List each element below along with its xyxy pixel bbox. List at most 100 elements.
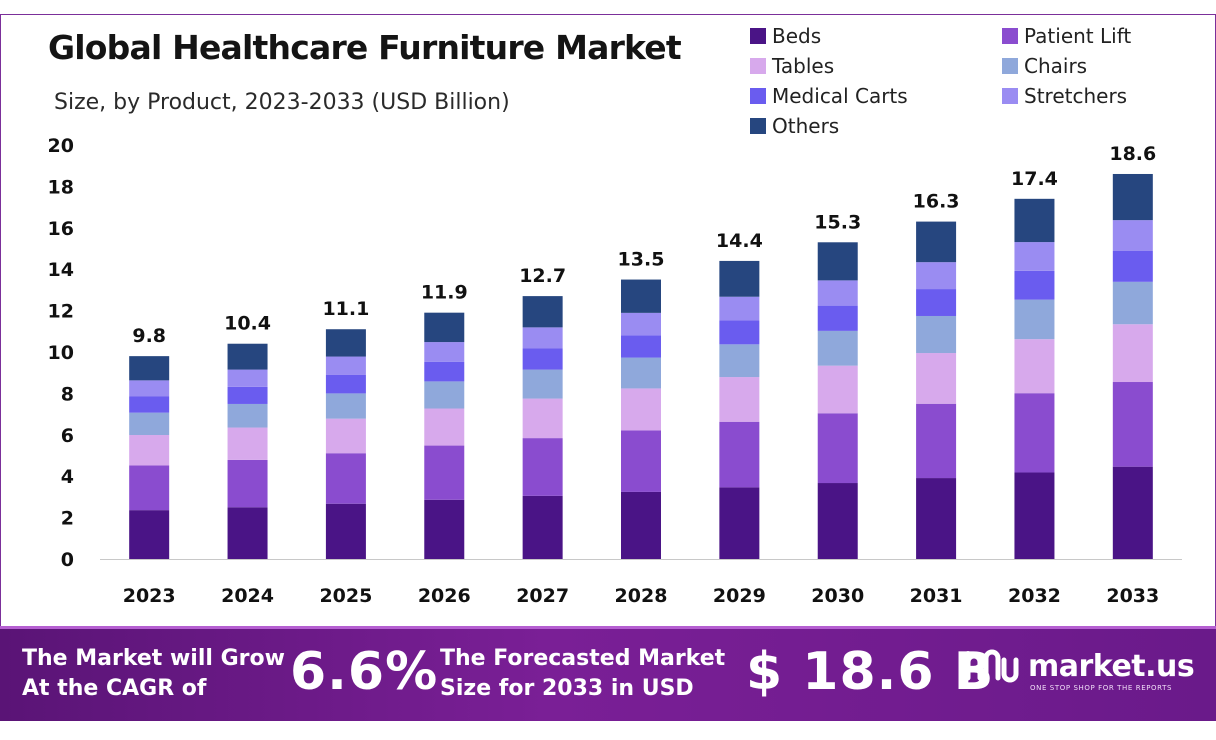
legend-item-stretchers: Stretchers xyxy=(1002,84,1127,108)
x-tick-label: 2027 xyxy=(516,585,569,607)
bar-total-label: 12.7 xyxy=(519,265,566,287)
cagr-caption: The Market will Grow At the CAGR of xyxy=(22,644,285,704)
chart-frame xyxy=(0,14,1216,626)
y-tick-label: 0 xyxy=(61,549,74,571)
legend-label: Beds xyxy=(772,24,822,48)
x-tick-label: 2025 xyxy=(319,585,372,607)
legend-item-others: Others xyxy=(750,114,839,138)
legend-label: Others xyxy=(772,114,840,138)
legend-item-patient-lift: Patient Lift xyxy=(1002,24,1131,48)
chart-title: Global Healthcare Furniture Market xyxy=(48,28,682,67)
bar-segment-tables xyxy=(1112,324,1153,383)
bar-segment-medical-carts xyxy=(719,320,760,345)
legend-swatch-beds xyxy=(750,28,766,44)
legend-label: Chairs xyxy=(1024,54,1088,78)
legend-item-tables: Tables xyxy=(750,54,834,78)
bar-segment-tables xyxy=(424,408,465,446)
x-tick-label: 2031 xyxy=(910,585,963,607)
bar-segment-tables xyxy=(129,435,170,466)
bar-segment-medical-carts xyxy=(916,289,957,316)
summary-banner: The Market will Grow At the CAGR of 6.6%… xyxy=(0,626,1216,721)
brand-logo[interactable]: market.us xyxy=(964,648,1195,684)
y-tick-label: 6 xyxy=(61,425,74,447)
bar-segment-others xyxy=(719,260,760,297)
bar-segment-beds xyxy=(1014,472,1055,559)
chart-subtitle: Size, by Product, 2023-2033 (USD Billion… xyxy=(54,90,510,115)
bar-segment-chairs xyxy=(424,381,465,409)
cagr-caption-line2: At the CAGR of xyxy=(22,676,207,701)
legend-label: Stretchers xyxy=(1024,84,1128,108)
bar-segment-chairs xyxy=(227,403,268,428)
bar-segment-tables xyxy=(621,388,661,431)
forecast-caption: The Forecasted Market Size for 2033 in U… xyxy=(440,644,725,704)
y-tick-label: 14 xyxy=(48,259,74,281)
bar-segment-patient-lift xyxy=(621,430,661,492)
y-tick-label: 4 xyxy=(61,466,74,488)
bar-segment-stretchers xyxy=(129,380,170,397)
bar-segment-beds xyxy=(129,510,170,559)
forecast-value: $ 18.6 B xyxy=(746,642,995,702)
y-tick-label: 12 xyxy=(48,301,74,323)
bar-segment-stretchers xyxy=(916,262,957,290)
bar-segment-beds xyxy=(1112,466,1153,559)
x-tick-label: 2023 xyxy=(123,585,176,607)
bar-segment-medical-carts xyxy=(621,335,661,358)
bar-segment-beds xyxy=(621,491,661,559)
bar-segment-medical-carts xyxy=(325,374,366,394)
legend-swatch-stretchers xyxy=(1002,88,1018,104)
bar-total-label: 15.3 xyxy=(814,211,861,233)
x-tick-label: 2026 xyxy=(418,585,471,607)
bar-segment-chairs xyxy=(916,315,957,354)
market-us-logo-icon xyxy=(965,649,1019,683)
bar-segment-patient-lift xyxy=(817,413,858,484)
bar-segment-beds xyxy=(916,478,957,559)
bar-segment-chairs xyxy=(621,357,661,389)
bar-total-label: 13.5 xyxy=(618,249,665,271)
bar-segment-patient-lift xyxy=(916,403,957,479)
bar-segment-tables xyxy=(719,377,760,422)
forecast-caption-line1: The Forecasted Market xyxy=(440,646,726,671)
legend-item-chairs: Chairs xyxy=(1002,54,1087,78)
legend-label: Patient Lift xyxy=(1024,24,1132,48)
legend-swatch-chairs xyxy=(1002,58,1018,74)
bar-segment-stretchers xyxy=(522,327,563,349)
bar-segment-tables xyxy=(916,353,957,404)
bar-total-label: 16.3 xyxy=(913,191,960,213)
y-tick-label: 16 xyxy=(48,218,74,240)
bar-segment-chairs xyxy=(325,393,366,419)
brand-tagline: ONE STOP SHOP FOR THE REPORTS xyxy=(1030,684,1173,692)
legend-item-medical-carts: Medical Carts xyxy=(750,84,908,108)
bar-segment-beds xyxy=(227,507,268,559)
bar-segment-beds xyxy=(817,483,858,559)
y-tick-label: 18 xyxy=(48,176,74,198)
bar-segment-patient-lift xyxy=(424,445,465,500)
legend-item-beds: Beds xyxy=(750,24,821,48)
bar-total-label: 11.1 xyxy=(322,298,369,320)
bar-total-label: 11.9 xyxy=(421,282,468,304)
bar-segment-medical-carts xyxy=(424,361,465,382)
bar-segment-beds xyxy=(424,499,465,559)
cagr-caption-line1: The Market will Grow xyxy=(22,646,285,671)
chart-legend: Beds Patient Lift Tables Chairs Medical … xyxy=(750,24,1190,144)
bar-segment-tables xyxy=(817,365,858,414)
bar-total-label: 9.8 xyxy=(132,325,166,347)
cagr-value: 6.6% xyxy=(290,642,439,702)
legend-label: Medical Carts xyxy=(772,84,908,108)
y-tick-label: 2 xyxy=(61,508,74,530)
bar-segment-patient-lift xyxy=(325,453,366,504)
bar-segment-patient-lift xyxy=(129,465,170,511)
brand-name: market.us xyxy=(1028,648,1195,684)
bar-segment-chairs xyxy=(522,369,563,399)
bar-segment-others xyxy=(325,329,366,357)
bar-segment-medical-carts xyxy=(522,348,563,370)
bar-segment-chairs xyxy=(817,330,858,366)
banner-top-line xyxy=(0,626,1216,629)
x-tick-label: 2030 xyxy=(811,585,864,607)
legend-swatch-tables xyxy=(750,58,766,74)
bar-segment-stretchers xyxy=(719,296,760,321)
bar-segment-stretchers xyxy=(621,312,661,336)
bar-segment-chairs xyxy=(719,344,760,378)
bar-segment-medical-carts xyxy=(1112,250,1153,282)
bar-segment-others xyxy=(227,343,268,370)
x-tick-label: 2033 xyxy=(1106,585,1159,607)
